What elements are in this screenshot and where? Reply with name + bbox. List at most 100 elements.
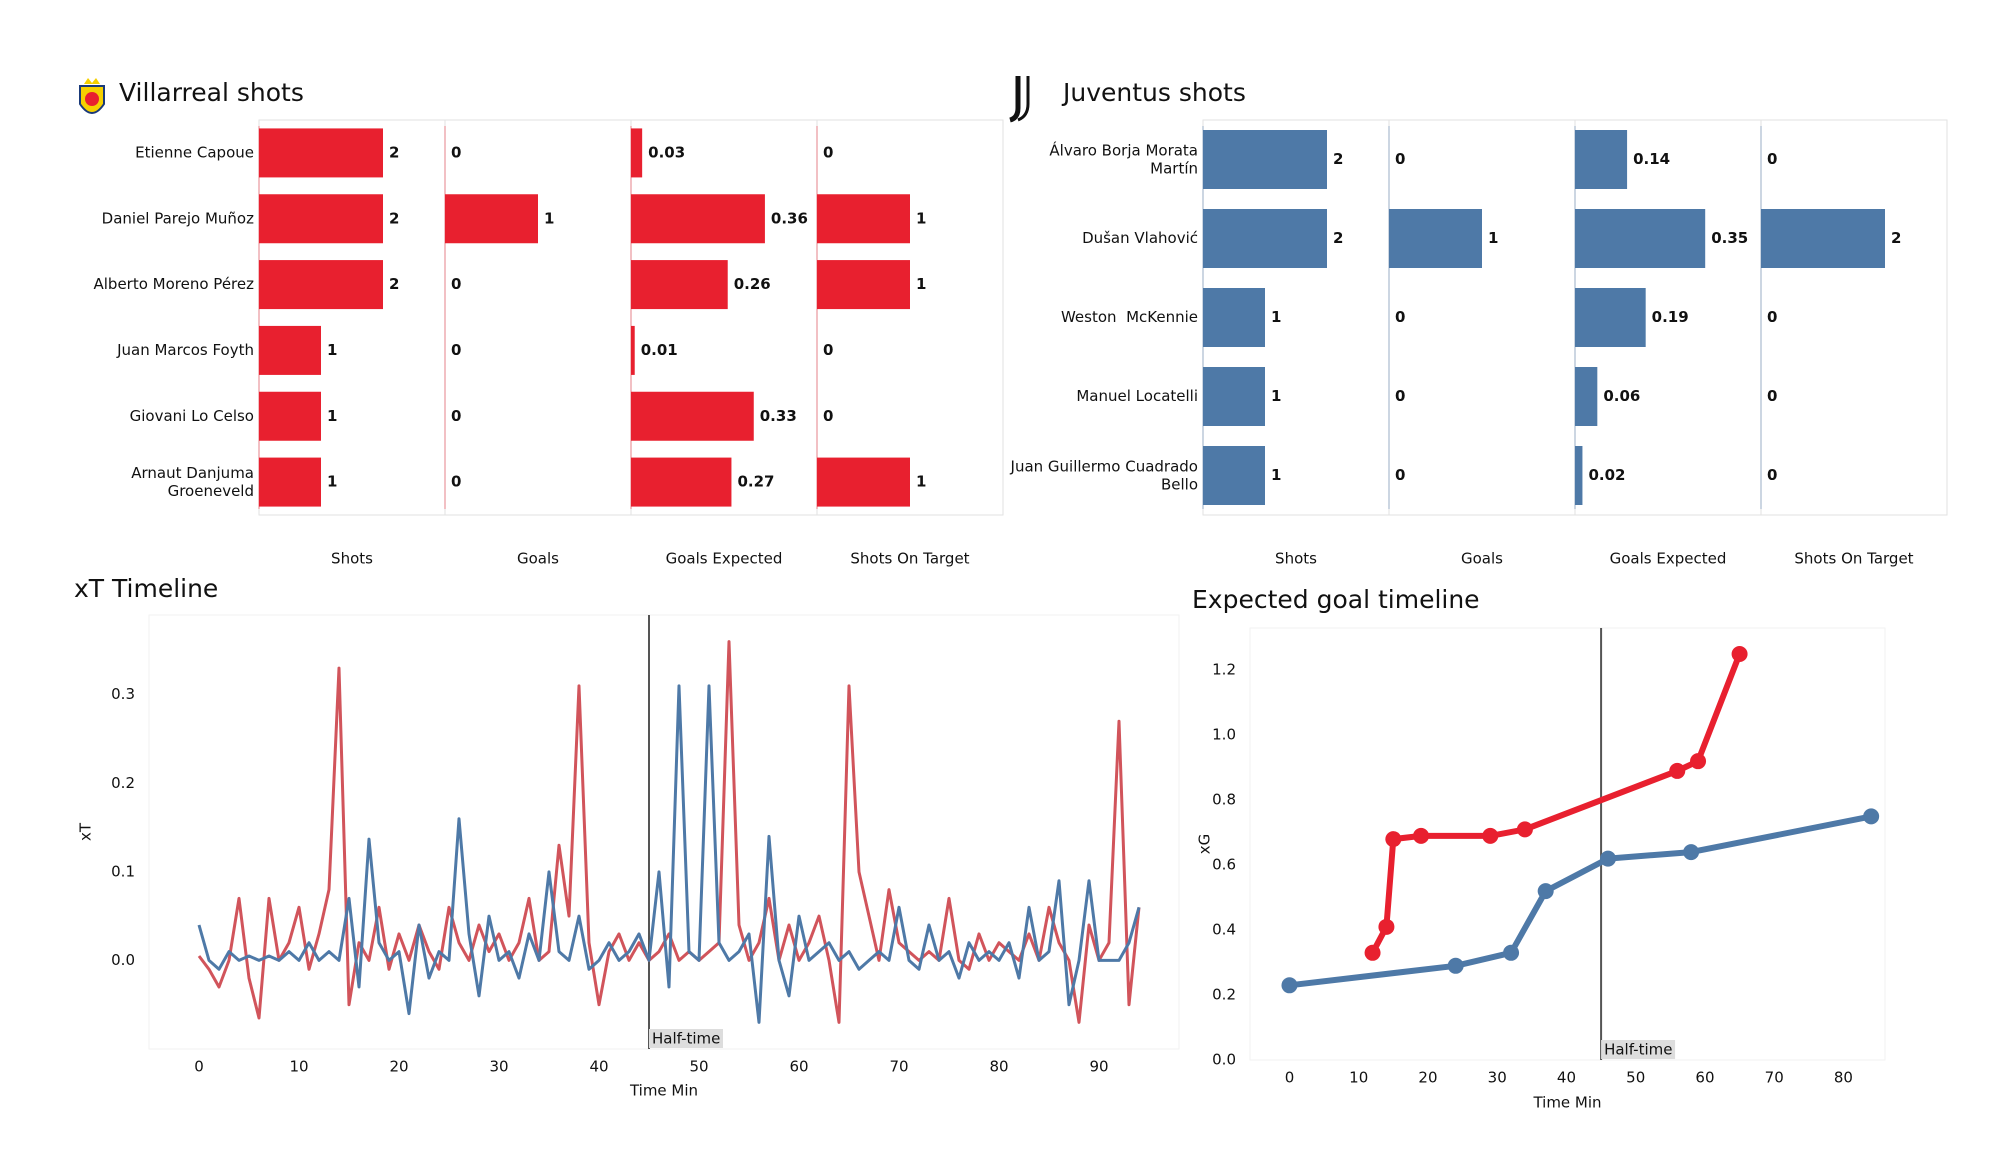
x-tick-label: 40: [1557, 1069, 1576, 1087]
value-label: 0: [451, 473, 461, 491]
x-tick-label: 40: [589, 1058, 608, 1076]
x-tick-label: 10: [1349, 1069, 1368, 1087]
point: [1385, 831, 1402, 848]
bar: [631, 325, 635, 375]
value-label: 0: [1395, 308, 1405, 326]
player-label: Arnaut Danjuma Groeneveld: [131, 464, 254, 500]
value-label: 0: [451, 143, 461, 161]
y-tick-label: 0.3: [111, 685, 135, 703]
metric-label: Goals Expected: [666, 550, 783, 568]
x-tick-label: 60: [789, 1058, 808, 1076]
value-label: 0.03: [648, 143, 685, 161]
point: [1537, 883, 1554, 900]
value-label: 0.35: [1711, 229, 1748, 247]
y-tick-label: 1.0: [1212, 726, 1236, 744]
value-label: 0: [823, 341, 833, 359]
value-label: 0: [823, 407, 833, 425]
metric-label: Shots: [331, 550, 373, 568]
y-axis-label: xT: [77, 822, 95, 841]
point: [1281, 977, 1298, 994]
x-tick-label: 30: [489, 1058, 508, 1076]
x-axis-label: Time Min: [629, 1082, 698, 1100]
x-tick-label: 20: [389, 1058, 408, 1076]
value-label: 1: [1488, 229, 1498, 247]
value-label: 0.33: [760, 407, 797, 425]
bar: [631, 260, 728, 310]
value-label: 0: [1767, 150, 1777, 168]
bar: [1575, 288, 1646, 347]
bar: [259, 325, 321, 375]
value-label: 1: [1271, 387, 1281, 405]
value-label: 0: [451, 275, 461, 293]
x-tick-label: 50: [689, 1058, 708, 1076]
point: [1447, 957, 1464, 974]
point: [1364, 944, 1381, 961]
chart-title: Juventus shots: [1061, 78, 1246, 107]
plot-area: [148, 614, 1180, 1050]
bar: [1203, 288, 1265, 347]
x-tick-label: 60: [1695, 1069, 1714, 1087]
value-label: 0: [451, 407, 461, 425]
value-label: 2: [1891, 229, 1901, 247]
value-label: 2: [389, 275, 399, 293]
juventus-badge: [1009, 76, 1030, 123]
value-label: 2: [1333, 150, 1343, 168]
x-tick-label: 80: [1834, 1069, 1853, 1087]
value-label: 0.02: [1588, 466, 1625, 484]
y-tick-label: 0.4: [1212, 921, 1236, 939]
bar: [817, 260, 910, 310]
x-tick-label: 50: [1626, 1069, 1645, 1087]
value-label: 1: [327, 473, 337, 491]
x-tick-label: 70: [1765, 1069, 1784, 1087]
value-label: 1: [916, 473, 926, 491]
x-tick-label: 30: [1488, 1069, 1507, 1087]
x-axis-label: Time Min: [1532, 1094, 1601, 1112]
point: [1482, 827, 1499, 844]
value-label: 0: [451, 341, 461, 359]
metric-label: Shots On Target: [850, 550, 969, 568]
value-label: 0: [1767, 308, 1777, 326]
value-label: 1: [916, 275, 926, 293]
value-label: 0.14: [1633, 150, 1670, 168]
point: [1516, 821, 1533, 838]
bar: [259, 194, 383, 244]
x-tick-label: 0: [1285, 1069, 1295, 1087]
chart-title: Villarreal shots: [119, 78, 304, 107]
value-label: 0.06: [1603, 387, 1640, 405]
series-line: [1289, 813, 1872, 989]
value-label: 1: [544, 209, 554, 227]
player-label: Dušan Vlahović: [1082, 229, 1198, 247]
value-label: 0.19: [1652, 308, 1689, 326]
x-tick-label: 0: [194, 1058, 204, 1076]
value-label: 1: [1271, 466, 1281, 484]
bar: [259, 260, 383, 310]
point: [1413, 827, 1430, 844]
metric-label: Shots On Target: [1794, 550, 1913, 568]
value-label: 0: [1767, 466, 1777, 484]
bar: [259, 391, 321, 441]
half-time-box: [1601, 1040, 1676, 1059]
x-tick-label: 90: [1089, 1058, 1108, 1076]
value-label: 0.36: [771, 209, 808, 227]
value-label: 0: [1395, 387, 1405, 405]
metric-label: Shots: [1275, 550, 1317, 568]
value-label: 1: [327, 407, 337, 425]
value-label: 2: [389, 143, 399, 161]
bar: [631, 194, 765, 244]
half-time-box: [649, 1029, 723, 1048]
value-label: 1: [327, 341, 337, 359]
y-tick-label: 1.2: [1212, 661, 1236, 679]
y-tick-label: 0.0: [111, 951, 135, 969]
point: [1378, 918, 1395, 935]
bar: [1575, 209, 1706, 268]
player-label: Juan Marcos Foyth: [116, 341, 254, 359]
bar: [1203, 209, 1327, 268]
player-label: Manuel Locatelli: [1076, 387, 1198, 405]
bar: [1203, 367, 1265, 426]
bar: [631, 391, 754, 441]
bar: [445, 194, 538, 244]
x-tick-label: 80: [989, 1058, 1008, 1076]
metric-label: Goals: [1461, 550, 1503, 568]
bar: [1203, 446, 1265, 505]
